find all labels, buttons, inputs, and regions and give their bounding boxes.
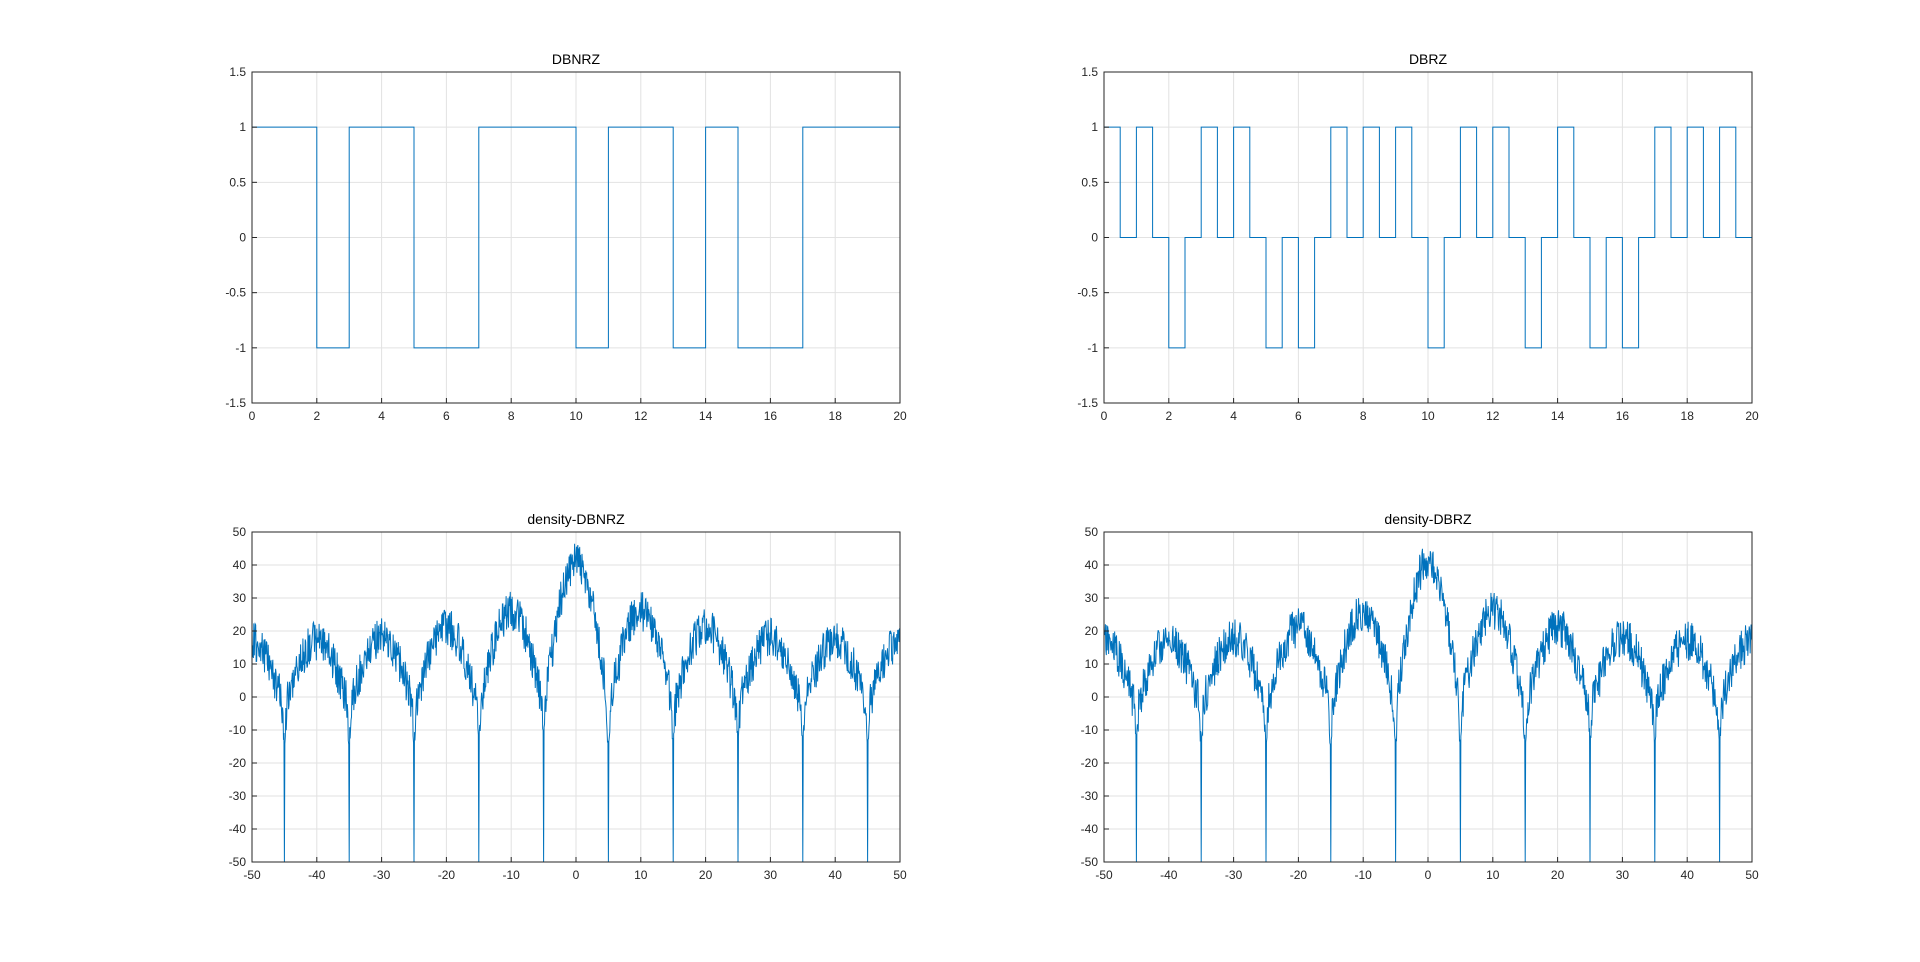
- chart-title: density-DBNRZ: [527, 511, 625, 527]
- x-tick-label: 18: [1681, 409, 1695, 423]
- x-tick-label: 16: [764, 409, 778, 423]
- x-tick-label: -10: [503, 868, 521, 882]
- chart-title: DBRZ: [1409, 51, 1448, 67]
- y-tick-label: -40: [229, 822, 247, 836]
- x-tick-label: -50: [243, 868, 261, 882]
- y-tick-label: 10: [233, 657, 247, 671]
- y-tick-label: -10: [229, 723, 247, 737]
- y-tick-label: 1: [239, 120, 246, 134]
- x-tick-label: 6: [1295, 409, 1302, 423]
- x-tick-label: 40: [829, 868, 843, 882]
- x-tick-label: 50: [893, 868, 907, 882]
- series-line: [1103, 548, 1753, 863]
- y-tick-label: 1: [1091, 120, 1098, 134]
- x-tick-label: 40: [1681, 868, 1695, 882]
- x-tick-label: -50: [1095, 868, 1113, 882]
- x-tick-label: 10: [1486, 868, 1500, 882]
- x-tick-label: -20: [1290, 868, 1308, 882]
- y-tick-label: 50: [1085, 525, 1099, 539]
- chart-density-dbnrz: -50 -40 -30 -20 -10 0 10 20 30 40 50 -50 -40 -30 -20 -1…: [229, 511, 907, 882]
- y-tick-label: -20: [1081, 756, 1099, 770]
- x-tick-label: 8: [1360, 409, 1367, 423]
- y-tick-label: -40: [1081, 822, 1099, 836]
- x-tick-label: -10: [1355, 868, 1373, 882]
- series-line: [252, 126, 900, 349]
- x-tick-label: 6: [443, 409, 450, 423]
- y-tick-label: 30: [1085, 591, 1099, 605]
- x-tick-label: 0: [1101, 409, 1108, 423]
- x-tick-label: 2: [1165, 409, 1172, 423]
- x-tick-label: 10: [634, 868, 648, 882]
- x-tick-label: 30: [1616, 868, 1630, 882]
- x-tick-label: 20: [1745, 409, 1759, 423]
- series-line: [1104, 126, 1752, 349]
- x-tick-label: 20: [1551, 868, 1565, 882]
- y-tick-label: 0.5: [1081, 175, 1098, 189]
- y-tick-label: 50: [233, 525, 247, 539]
- y-tick-label: 10: [1085, 657, 1099, 671]
- y-tick-label: 0.5: [229, 175, 246, 189]
- x-tick-label: 14: [699, 409, 713, 423]
- y-tick-label: 0: [1091, 690, 1098, 704]
- chart-dbrz: 0 2 4 6 8 10 12 14 16 18 20 -1.5 -1 -0.5 0 0.5 1 1.5 DBRZ: [1077, 51, 1759, 423]
- x-tick-label: 12: [634, 409, 648, 423]
- y-tick-label: 20: [233, 624, 247, 638]
- y-tick-label: 30: [233, 591, 247, 605]
- x-tick-label: -30: [1225, 868, 1243, 882]
- x-tick-label: 0: [249, 409, 256, 423]
- y-tick-label: 0: [239, 231, 246, 245]
- chart-title: DBNRZ: [552, 51, 601, 67]
- x-tick-label: -30: [373, 868, 391, 882]
- y-tick-label: -50: [229, 855, 247, 869]
- x-tick-label: 16: [1616, 409, 1630, 423]
- y-tick-label: 0: [239, 690, 246, 704]
- y-tick-label: 1.5: [229, 65, 246, 79]
- x-tick-label: 10: [569, 409, 583, 423]
- x-tick-label: 2: [313, 409, 320, 423]
- y-tick-label: -1.5: [225, 396, 246, 410]
- y-tick-label: -30: [229, 789, 247, 803]
- x-tick-label: 14: [1551, 409, 1565, 423]
- y-tick-label: 40: [1085, 558, 1099, 572]
- y-tick-label: -1.5: [1077, 396, 1098, 410]
- x-tick-label: 8: [508, 409, 515, 423]
- x-tick-label: -20: [438, 868, 456, 882]
- chart-title: density-DBRZ: [1384, 511, 1472, 527]
- x-tick-label: 0: [1425, 868, 1432, 882]
- y-tick-label: -0.5: [1077, 286, 1098, 300]
- y-tick-label: -20: [229, 756, 247, 770]
- y-tick-label: 20: [1085, 624, 1099, 638]
- x-tick-label: 18: [829, 409, 843, 423]
- x-tick-label: 20: [699, 868, 713, 882]
- x-tick-label: 10: [1421, 409, 1435, 423]
- x-tick-label: 12: [1486, 409, 1500, 423]
- x-tick-label: 0: [573, 868, 580, 882]
- y-tick-label: -1: [235, 341, 246, 355]
- x-tick-label: 50: [1745, 868, 1759, 882]
- x-tick-label: 20: [893, 409, 907, 423]
- x-tick-label: -40: [1160, 868, 1178, 882]
- x-tick-label: -40: [308, 868, 326, 882]
- x-tick-label: 30: [764, 868, 778, 882]
- y-tick-label: -0.5: [225, 286, 246, 300]
- y-tick-label: 0: [1091, 231, 1098, 245]
- chart-density-dbrz: -50 -40 -30 -20 -10 0 10 20 30 40 50 -50 -40 -30 -20 -1…: [1081, 511, 1759, 882]
- x-tick-label: 4: [1230, 409, 1237, 423]
- y-tick-label: -1: [1087, 341, 1098, 355]
- chart-dbnrz: 0 2 4 6 8 10 12 14 16 18 20 -1.5 -1 -0.5 0 0.5 1 1.5 DBNRZ: [225, 51, 907, 423]
- y-tick-label: 1.5: [1081, 65, 1098, 79]
- x-tick-label: 4: [378, 409, 385, 423]
- y-tick-label: 40: [233, 558, 247, 572]
- y-tick-label: -30: [1081, 789, 1099, 803]
- series-line: [251, 543, 901, 863]
- y-tick-label: -10: [1081, 723, 1099, 737]
- y-tick-label: -50: [1081, 855, 1099, 869]
